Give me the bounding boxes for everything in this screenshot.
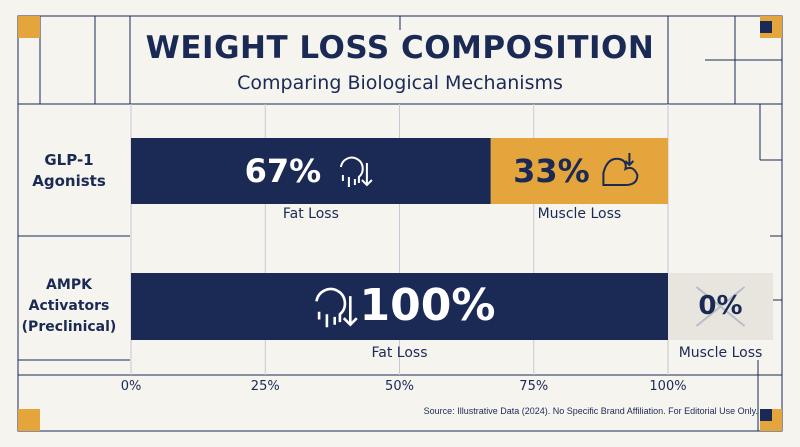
category-label-line: GLP-1: [44, 151, 94, 169]
x-tick-label: 0%: [120, 379, 142, 394]
bar-value-label: 67%: [244, 151, 322, 190]
bar-fat-loss: [131, 138, 491, 204]
bar-layer: [131, 138, 773, 340]
melting-fat-icon: [315, 287, 358, 328]
category-label-line: AMPK: [46, 276, 92, 293]
source-note: Source: Illustrative Data (2024). No Spe…: [423, 406, 758, 416]
segment-label: Fat Loss: [282, 206, 339, 222]
x-tick-label: 75%: [519, 379, 549, 394]
category-label-line: Agonists: [32, 172, 106, 190]
segment-label: Fat Loss: [371, 345, 428, 361]
chart-title: WEIGHT LOSS COMPOSITION: [145, 30, 655, 66]
icon-layer: [315, 153, 639, 328]
bar-muscle-loss: [490, 138, 668, 204]
bar-value-label: 100%: [359, 280, 496, 332]
category-label: AMPK Activators (Preclinical): [10, 275, 128, 338]
category-label: GLP-1 Agonists: [10, 150, 128, 192]
segment-label: Muscle Loss: [537, 206, 622, 222]
bar-value-label: 33%: [513, 151, 590, 190]
bar-fat-loss: [131, 273, 668, 340]
x-tick-label: 50%: [385, 379, 414, 394]
flexed-muscle-icon: [602, 153, 639, 186]
bar-value-label: 0%: [698, 290, 743, 321]
x-tick-label: 25%: [250, 379, 280, 394]
chart-subtitle: Comparing Biological Mechanisms: [237, 72, 563, 94]
category-label-line: Activators: [28, 297, 110, 314]
category-label-line: (Preclinical): [21, 318, 117, 335]
strike-mark: [695, 286, 746, 327]
segment-label: Muscle Loss: [678, 345, 763, 361]
melting-fat-icon: [339, 156, 373, 187]
x-tick-label: 100%: [649, 379, 687, 394]
